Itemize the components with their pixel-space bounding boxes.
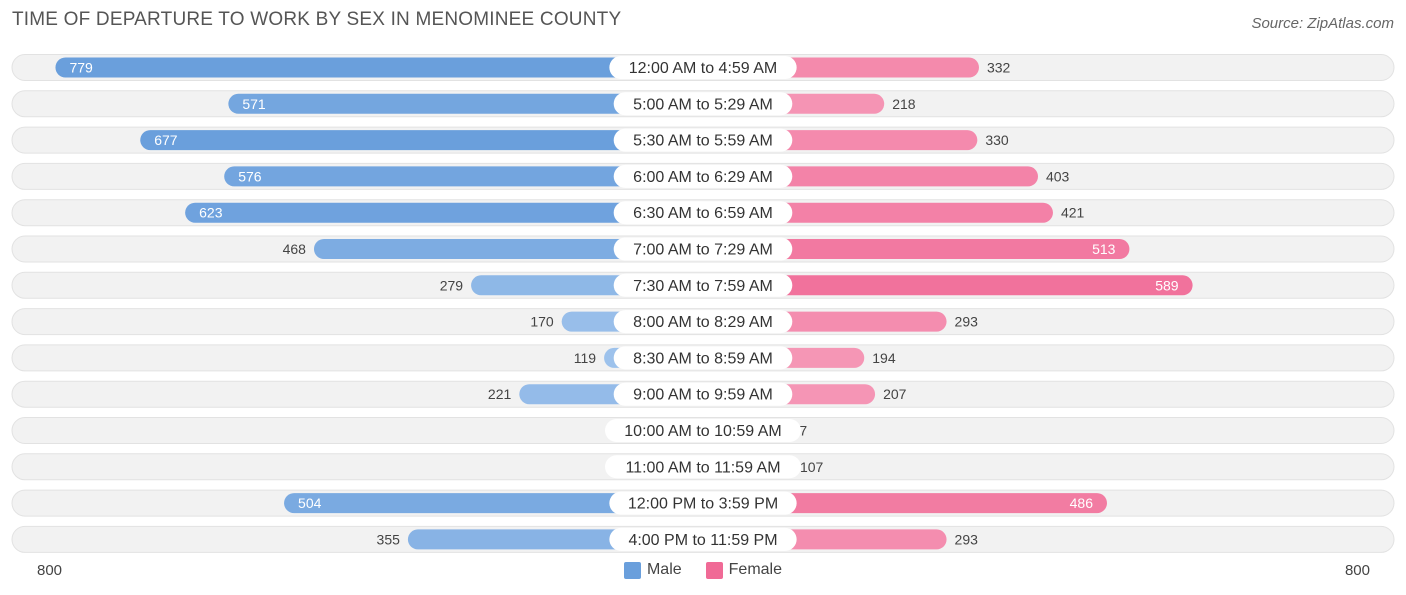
value-label-male: 504 [298, 495, 322, 511]
chart-title: TIME OF DEPARTURE TO WORK BY SEX IN MENO… [12, 9, 622, 30]
bar-male[interactable] [185, 202, 714, 223]
category-label: 5:30 AM to 5:59 AM [633, 133, 773, 150]
legend-swatch-female [705, 561, 723, 579]
category-label: 6:30 AM to 6:59 AM [633, 205, 773, 222]
value-label-female: 403 [1046, 168, 1070, 184]
value-label-female: 513 [1092, 241, 1116, 257]
value-label-female: 194 [872, 350, 896, 366]
category-label: 12:00 PM to 3:59 PM [628, 496, 778, 513]
category-pill [613, 273, 793, 297]
axis-right-label: 800 [1344, 562, 1370, 579]
bar-male[interactable] [228, 93, 713, 114]
legend-label-male: Male [646, 561, 682, 578]
value-label-male: 119 [574, 350, 597, 366]
value-label-female: 330 [985, 132, 1009, 148]
bar-male[interactable] [313, 239, 713, 259]
value-label-male: 279 [440, 277, 464, 293]
value-label-female: 218 [892, 96, 916, 112]
value-label-female: 107 [800, 459, 824, 475]
value-label-female: 486 [1070, 495, 1094, 511]
value-label-male: 779 [69, 60, 93, 76]
legend-item-female[interactable]: Female [705, 561, 783, 579]
bar-female[interactable] [693, 493, 1107, 514]
category-pill [609, 491, 797, 515]
value-label-male: 623 [199, 205, 223, 221]
value-label-male: 355 [377, 531, 401, 547]
value-label-male: 170 [530, 314, 554, 330]
bar-male[interactable] [55, 57, 714, 78]
value-label-male: 576 [238, 168, 262, 184]
axis-left-label: 800 [37, 562, 63, 579]
value-label-male: 468 [283, 241, 307, 257]
category-pill [605, 419, 801, 442]
bar-male[interactable] [140, 130, 713, 151]
category-pill [605, 455, 801, 479]
category-pill [613, 164, 793, 188]
category-label: 6:00 AM to 6:29 AM [633, 169, 773, 186]
value-label-female: 293 [955, 314, 979, 330]
legend: Male Female [0, 561, 1406, 579]
category-label: 4:00 PM to 11:59 PM [628, 532, 777, 549]
value-label-female: 207 [883, 386, 907, 402]
category-label: 7:00 AM to 7:29 AM [633, 242, 773, 259]
legend-label-female: Female [728, 561, 783, 578]
category-pill [613, 346, 793, 370]
category-pill [609, 56, 797, 79]
value-label-female: 589 [1155, 277, 1179, 293]
category-label: 5:00 AM to 5:29 AM [633, 96, 773, 113]
source-label: Source: ZipAtlas.com [1251, 15, 1394, 32]
category-label: 11:00 AM to 11:59 AM [625, 459, 780, 476]
category-label: 12:00 AM to 4:59 AM [629, 60, 778, 77]
value-label-female: 421 [1061, 205, 1085, 221]
category-pill [613, 382, 793, 406]
category-label: 8:30 AM to 8:59 AM [633, 350, 773, 367]
category-pill [613, 201, 793, 225]
category-label: 8:00 AM to 8:29 AM [633, 314, 773, 331]
value-label-male: 677 [154, 132, 178, 148]
bar-female[interactable] [693, 275, 1193, 296]
category-pill [613, 128, 793, 152]
category-pill [609, 527, 797, 551]
category-pill [613, 237, 793, 261]
category-label: 7:30 AM to 7:59 AM [633, 278, 773, 295]
bar-male[interactable] [284, 493, 713, 514]
bar-male[interactable] [224, 166, 713, 187]
category-pill [613, 92, 793, 116]
value-label-male: 221 [488, 386, 512, 402]
bar-female[interactable] [693, 239, 1130, 259]
category-label: 10:00 AM to 10:59 AM [624, 423, 781, 440]
value-label-female: 293 [955, 531, 979, 547]
category-label: 9:00 AM to 9:59 AM [633, 387, 773, 404]
legend-swatch-male [623, 561, 641, 579]
category-pill [613, 310, 793, 334]
value-label-male: 571 [242, 96, 266, 112]
legend-item-male[interactable]: Male [623, 561, 682, 579]
value-label-female: 332 [987, 60, 1011, 76]
